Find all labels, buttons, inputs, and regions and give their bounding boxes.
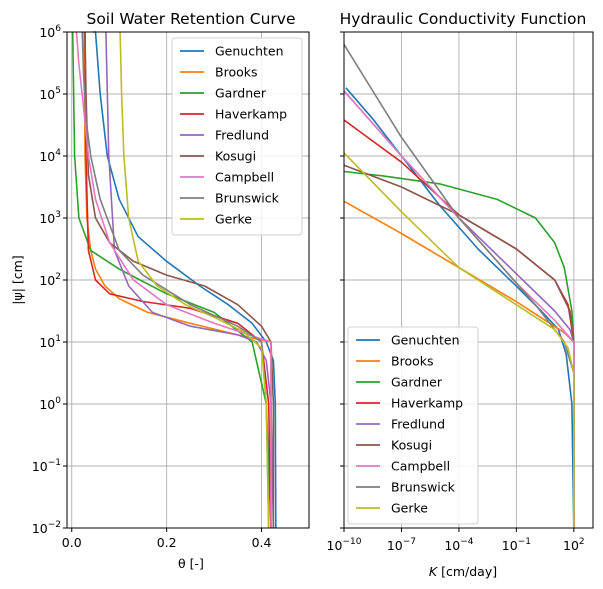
left-y-tick-label-base: 10 — [39, 87, 55, 102]
left-y-tick-label-exponent: 4 — [55, 148, 61, 158]
right-x-tick-label: 10−1 — [502, 537, 531, 553]
right-x-tick-label: 102 — [563, 537, 585, 553]
left-y-tick-label: 105 — [39, 86, 61, 102]
right-legend-label-gerke: Gerke — [391, 501, 428, 516]
left-y-tick-label-exponent: 6 — [55, 24, 61, 34]
left-x-axis-label: θ [-] — [178, 556, 204, 571]
right-series-genuchten — [345, 87, 575, 529]
right-legend-label-haverkamp: Haverkamp — [391, 396, 463, 411]
right-chart-title: Hydraulic Conductivity Function — [340, 10, 587, 28]
right-x-tick-label-base: 10 — [327, 538, 343, 553]
right-x-tick-label-base: 10 — [502, 538, 518, 553]
left-legend-label-gerke: Gerke — [215, 212, 252, 227]
right-legend-label-gardner: Gardner — [391, 375, 443, 390]
left-y-tick-label-base: 10 — [32, 521, 48, 536]
right-x-tick-label: 10−10 — [327, 537, 362, 553]
left-legend-label-campbell: Campbell — [215, 170, 274, 185]
left-y-tick-label-exponent: 2 — [55, 272, 61, 282]
right-x-tick-label-base: 10 — [444, 538, 460, 553]
left-curves — [71, 31, 277, 529]
left-y-tick-label: 100 — [39, 396, 61, 412]
left-y-tick-label-exponent: 1 — [55, 334, 61, 344]
left-legend-label-kosugi: Kosugi — [215, 149, 256, 164]
right-x-axis-label-symbol: K — [429, 564, 439, 579]
left-legend-frame — [171, 37, 303, 236]
left-y-tick-label-base: 10 — [39, 25, 55, 40]
left-chart: Soil Water Retention Curve 0.0 0.2 0.4 10−… — [10, 10, 310, 571]
left-y-tick-label-base: 10 — [39, 397, 55, 412]
right-x-tick-label-exponent: 2 — [579, 537, 585, 547]
left-y-tick-label-base: 10 — [39, 273, 55, 288]
left-legend-label-fredlund: Fredlund — [215, 128, 269, 143]
left-y-tick-label: 102 — [39, 272, 61, 288]
left-legend: Genuchten Brooks Gardner Haverkamp Fredlund K… — [171, 37, 303, 236]
right-series-gerke — [343, 152, 575, 528]
right-x-ticks: 10−10 10−7 10−4 10−1 102 — [327, 528, 585, 553]
left-series-fredlund — [105, 31, 275, 529]
right-chart: Hydraulic Conductivity Function 10−10 10−… — [327, 10, 594, 579]
right-x-tick-label-exponent: −7 — [403, 537, 416, 547]
left-y-tick-label-base: 10 — [32, 459, 48, 474]
left-legend-label-gardner: Gardner — [215, 86, 267, 101]
left-legend-label-brunswick: Brunswick — [215, 191, 280, 206]
left-y-tick-label: 103 — [39, 210, 61, 226]
left-legend-label-genuchten: Genuchten — [215, 44, 284, 59]
left-y-tick-label-base: 10 — [39, 149, 55, 164]
right-legend-label-brunswick: Brunswick — [391, 480, 456, 495]
left-y-tick-label-exponent: −1 — [48, 458, 61, 468]
right-legend-label-campbell: Campbell — [391, 459, 450, 474]
right-legend-label-kosugi: Kosugi — [391, 438, 432, 453]
left-y-tick-label-base: 10 — [39, 211, 55, 226]
left-y-tick-label: 104 — [39, 148, 61, 164]
right-x-tick-label-base: 10 — [563, 538, 579, 553]
left-x-tick-label: 0.2 — [157, 535, 177, 550]
left-series-gardner — [71, 31, 272, 529]
left-x-tick-label: 0.0 — [62, 535, 82, 550]
left-y-tick-label-base: 10 — [39, 335, 55, 350]
right-series-gardner — [343, 170, 575, 528]
right-x-tick-label-exponent: −4 — [460, 537, 474, 547]
right-legend-label-fredlund: Fredlund — [391, 417, 445, 432]
left-y-tick-label-exponent: 0 — [55, 396, 61, 406]
left-series-campbell — [75, 31, 272, 528]
left-chart-title: Soil Water Retention Curve — [86, 10, 295, 28]
right-y-ticks — [340, 31, 344, 529]
right-legend-label-genuchten: Genuchten — [391, 333, 460, 348]
left-y-tick-label: 101 — [39, 334, 61, 350]
right-legend-frame — [347, 326, 479, 525]
left-legend-label-brooks: Brooks — [215, 65, 258, 80]
left-x-tick-label: 0.4 — [252, 535, 272, 550]
right-x-tick-label-base: 10 — [387, 538, 403, 553]
right-x-tick-label: 10−4 — [444, 537, 473, 553]
right-series-kosugi — [343, 164, 575, 528]
right-x-tick-label: 10−7 — [387, 537, 416, 553]
right-x-axis-label-unit: [cm/day] — [437, 564, 497, 579]
right-legend: Genuchten Brooks Gardner Haverkamp Fredlund K… — [347, 326, 479, 525]
left-series-gerke — [119, 31, 270, 529]
right-curves — [343, 43, 575, 529]
left-y-tick-label-exponent: 3 — [55, 210, 61, 220]
right-x-tick-label-exponent: −10 — [342, 537, 361, 547]
left-y-tick-label: 106 — [39, 24, 61, 40]
right-legend-label-brooks: Brooks — [391, 354, 434, 369]
left-x-ticks: 0.0 0.2 0.4 — [62, 528, 272, 550]
right-x-axis-label: K [cm/day] — [429, 564, 497, 579]
left-y-tick-label-exponent: 5 — [55, 86, 61, 96]
left-y-tick-label-exponent: −2 — [48, 520, 61, 530]
left-y-tick-label: 10−1 — [32, 458, 61, 474]
left-y-axis-label: |ψ| [cm] — [10, 255, 25, 304]
left-y-tick-label: 10−2 — [32, 520, 61, 536]
left-legend-label-haverkamp: Haverkamp — [215, 107, 287, 122]
right-x-tick-label-exponent: −1 — [518, 537, 531, 547]
